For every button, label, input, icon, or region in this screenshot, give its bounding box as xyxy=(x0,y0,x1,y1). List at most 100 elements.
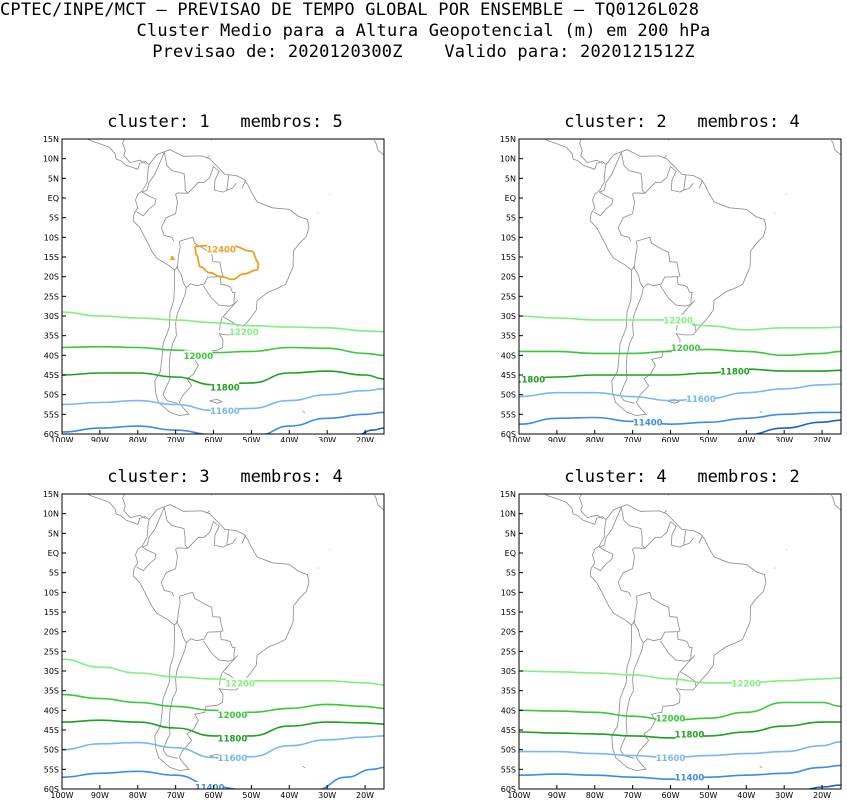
coastline-central-america xyxy=(543,494,607,525)
contour-label: 11600 xyxy=(218,754,248,764)
island xyxy=(667,139,669,141)
lon-tick-label: 50W xyxy=(242,791,260,800)
contour-label-bg xyxy=(675,772,704,783)
country-border xyxy=(175,547,188,550)
country-border xyxy=(636,591,681,633)
contour-label-bg xyxy=(218,732,247,743)
contour-line-11600 xyxy=(519,741,841,759)
coastline-africa xyxy=(374,495,384,511)
country-border xyxy=(632,192,645,195)
country-border xyxy=(222,300,239,331)
island xyxy=(665,133,666,134)
island xyxy=(351,494,353,495)
lat-tick-label: 55S xyxy=(501,410,516,419)
island xyxy=(206,510,210,514)
country-border xyxy=(187,166,214,194)
country-border xyxy=(175,241,187,288)
lon-tick-label: 90W xyxy=(548,436,566,442)
country-border xyxy=(619,287,644,404)
lon-tick-label: 80W xyxy=(129,791,147,800)
lat-tick-label: 30S xyxy=(44,312,59,321)
country-border xyxy=(142,507,165,548)
lat-tick-label: 5N xyxy=(48,174,59,183)
country-border xyxy=(698,180,704,189)
lat-tick-label: 10N xyxy=(500,155,516,164)
lat-tick-label: 10S xyxy=(501,233,516,242)
country-border xyxy=(142,152,165,193)
lat-tick-label: 15S xyxy=(44,253,59,262)
lat-tick-label: 20S xyxy=(501,628,516,637)
contour-label-bg xyxy=(656,752,685,763)
coastline-caribbean xyxy=(579,494,604,520)
lat-tick-label: 25S xyxy=(501,647,516,656)
contour-label-bg xyxy=(226,677,255,688)
panel-title: cluster: 2 membros: 4 xyxy=(564,112,800,132)
map-plot: 12400 12200 12000 11800 11600 15N 10N 5N EQ 5S 10S… xyxy=(43,112,385,442)
lat-tick-label: EQ xyxy=(48,194,59,203)
contour-line-11600 xyxy=(519,383,841,402)
country-border xyxy=(599,507,622,548)
lat-tick-label: 5S xyxy=(506,214,516,223)
contour-label-bg xyxy=(207,244,236,255)
lon-tick-label: 20W xyxy=(813,791,831,800)
lon-tick-label: 100W xyxy=(507,436,530,442)
country-border xyxy=(698,535,704,544)
coastline-central-america xyxy=(86,139,150,170)
island xyxy=(759,765,763,769)
country-border xyxy=(213,166,237,193)
country-border xyxy=(670,521,694,548)
map-plot: 12200 12000 11800 11800 11600 11400 15N 10N 5N EQ… xyxy=(500,133,842,442)
country-border xyxy=(136,546,157,572)
country-border xyxy=(241,535,247,544)
lon-tick-label: 30W xyxy=(318,436,336,442)
lon-tick-label: 60W xyxy=(661,791,679,800)
contour-label: 12000 xyxy=(656,715,686,725)
map-content: 12200 12000 11800 11600 11400 xyxy=(62,494,384,789)
country-border xyxy=(683,175,687,191)
island xyxy=(665,488,666,489)
country-border xyxy=(593,191,614,217)
lat-tick-label: 5N xyxy=(505,174,516,183)
coastline-cuba xyxy=(121,112,160,120)
country-border xyxy=(186,276,221,288)
country-border xyxy=(213,521,237,548)
contour-label: 12000 xyxy=(671,344,701,354)
lon-tick-label: 20W xyxy=(356,791,374,800)
contour-label-bg xyxy=(720,366,749,377)
contour-label: 11800 xyxy=(210,383,240,393)
country-border xyxy=(174,266,178,271)
contour-line-12000 xyxy=(519,701,841,722)
lat-tick-label: 40S xyxy=(44,706,59,715)
lon-tick-label: 40W xyxy=(737,791,755,800)
contour-label-bg xyxy=(210,405,239,416)
coastline-caribbean xyxy=(579,139,604,165)
lat-tick-label: 10N xyxy=(500,510,516,519)
coastline-caribbean xyxy=(122,494,147,520)
contour-label-bg xyxy=(519,373,545,384)
lat-tick-label: 60S xyxy=(501,430,516,439)
contour-line-12400 xyxy=(170,255,176,261)
lat-tick-label: EQ xyxy=(48,549,59,558)
country-border xyxy=(163,507,189,549)
lat-tick-label: 55S xyxy=(501,765,516,774)
lat-tick-label: 45S xyxy=(501,371,516,380)
island xyxy=(302,765,306,769)
lat-tick-label: 15N xyxy=(500,490,516,499)
lon-tick-label: 90W xyxy=(91,791,109,800)
coastline-central-america xyxy=(543,139,607,170)
island xyxy=(808,494,810,495)
panel-title: cluster: 1 membros: 5 xyxy=(107,112,343,132)
island xyxy=(759,410,763,414)
lon-tick-label: 30W xyxy=(775,791,793,800)
country-border xyxy=(593,546,614,572)
contour-label: 11800 xyxy=(720,368,750,378)
lat-tick-label: 5S xyxy=(506,569,516,578)
lat-tick-label: 30S xyxy=(44,667,59,676)
lat-tick-label: 15N xyxy=(43,490,59,499)
contour-label-bg xyxy=(732,677,761,688)
contour-label-bg xyxy=(664,314,693,325)
country-border xyxy=(136,191,157,217)
contour-label: 11400 xyxy=(633,419,663,429)
country-border xyxy=(644,166,671,194)
island xyxy=(808,139,810,140)
